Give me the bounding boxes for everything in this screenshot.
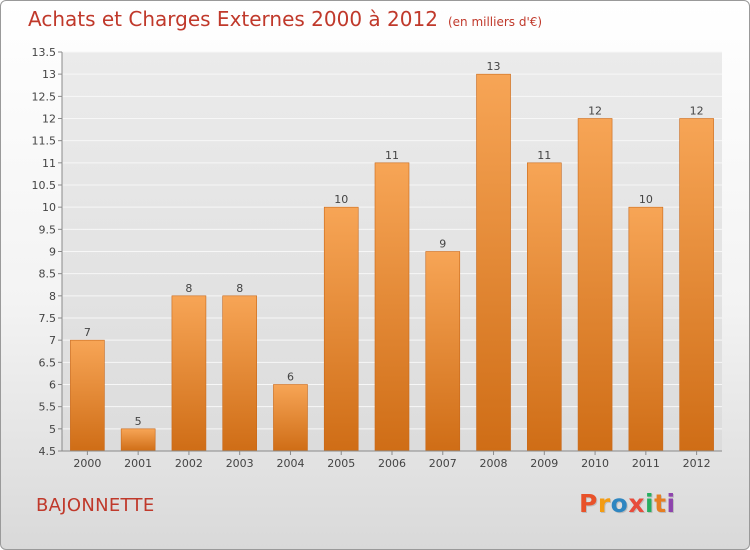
y-tick-label: 6 (49, 379, 56, 392)
commune-name: BAJONNETTE (36, 495, 155, 516)
x-tick-label: 2006 (378, 457, 406, 470)
logo-letter: i (645, 489, 655, 518)
bar-2004 (273, 384, 308, 452)
x-tick-label: 2004 (276, 457, 304, 470)
data-label-2008: 13 (487, 60, 501, 73)
logo-letter: P (579, 489, 598, 518)
y-tick-label: 11.5 (32, 135, 57, 148)
y-tick-label: 13.5 (32, 46, 57, 59)
chart-title-text: Achats et Charges Externes 2000 à 2012 (28, 7, 438, 31)
chart-title: Achats et Charges Externes 2000 à 2012 (e… (28, 7, 542, 31)
data-label-2007: 9 (439, 238, 446, 251)
y-tick-label: 7 (49, 334, 56, 347)
y-tick-label: 12 (42, 113, 56, 126)
y-tick-label: 5.5 (39, 401, 57, 414)
chart-unit: (en milliers d'€) (447, 15, 543, 29)
x-tick-label: 2007 (429, 457, 457, 470)
data-label-2010: 12 (588, 105, 602, 118)
x-tick-label: 2003 (226, 457, 254, 470)
y-axis: 4.5 5 5.5 6 6.5 7 7.5 8 8.5 9 9.5 10 10.5 11 11.5 12 12.… (32, 46, 62, 458)
bar-2000 (70, 339, 105, 452)
proxiti-logo[interactable]: Proxiti (579, 489, 676, 518)
bar-2012 (679, 118, 714, 452)
bar-2001 (120, 428, 156, 452)
logo-letter: t (654, 489, 667, 518)
x-tick-label: 2010 (581, 457, 609, 470)
y-tick-label: 8.5 (39, 268, 57, 281)
x-tick-label: 2008 (480, 457, 508, 470)
data-label-2001: 5 (135, 415, 142, 428)
logo-letter: r (597, 489, 611, 518)
bar-2009 (527, 162, 562, 452)
y-tick-label: 8 (49, 290, 56, 303)
y-tick-label: 9 (49, 246, 56, 259)
bar-2006 (374, 162, 410, 452)
data-label-2011: 10 (639, 193, 653, 206)
logo-letter: o (610, 489, 629, 518)
y-tick-label: 6.5 (39, 356, 57, 369)
bar-2003 (222, 295, 257, 452)
x-tick-label: 2000 (73, 457, 101, 470)
bar-2008 (476, 73, 511, 452)
y-tick-label: 9.5 (39, 223, 57, 236)
bar-2007 (425, 251, 461, 452)
x-tick-label: 2012 (683, 457, 711, 470)
data-label-2005: 10 (334, 193, 348, 206)
data-label-2009: 11 (537, 149, 551, 162)
y-tick-label: 11 (42, 157, 56, 170)
y-tick-label: 4.5 (39, 445, 57, 458)
bar-2002 (171, 295, 207, 452)
data-label-2012: 12 (690, 105, 704, 118)
y-tick-label: 10 (42, 201, 56, 214)
y-tick-label: 10.5 (32, 179, 57, 192)
x-tick-label: 2005 (327, 457, 355, 470)
data-label-2003: 8 (236, 282, 243, 295)
data-label-2004: 6 (287, 371, 294, 384)
bar-2005 (323, 206, 359, 452)
x-tick-label: 2009 (530, 457, 558, 470)
data-label-2000: 7 (84, 326, 91, 339)
y-tick-label: 12.5 (32, 90, 57, 103)
data-label-2006: 11 (385, 149, 399, 162)
data-label-2002: 8 (185, 282, 192, 295)
y-tick-label: 7.5 (39, 312, 57, 325)
bar-2010 (577, 118, 613, 452)
bar-2011 (628, 206, 664, 452)
logo-letter: i (666, 489, 676, 518)
x-tick-label: 2011 (632, 457, 660, 470)
x-axis: 2000 2001 2002 2003 2004 2005 2006 2007 2008 2009… (73, 451, 711, 470)
y-tick-label: 13 (42, 68, 56, 81)
logo-letter: x (628, 489, 645, 518)
bars: 7 5 8 8 6 10 11 9 13 11 12 10 12 (70, 60, 714, 452)
y-tick-label: 5 (49, 423, 56, 436)
x-tick-label: 2001 (124, 457, 152, 470)
x-tick-label: 2002 (175, 457, 203, 470)
